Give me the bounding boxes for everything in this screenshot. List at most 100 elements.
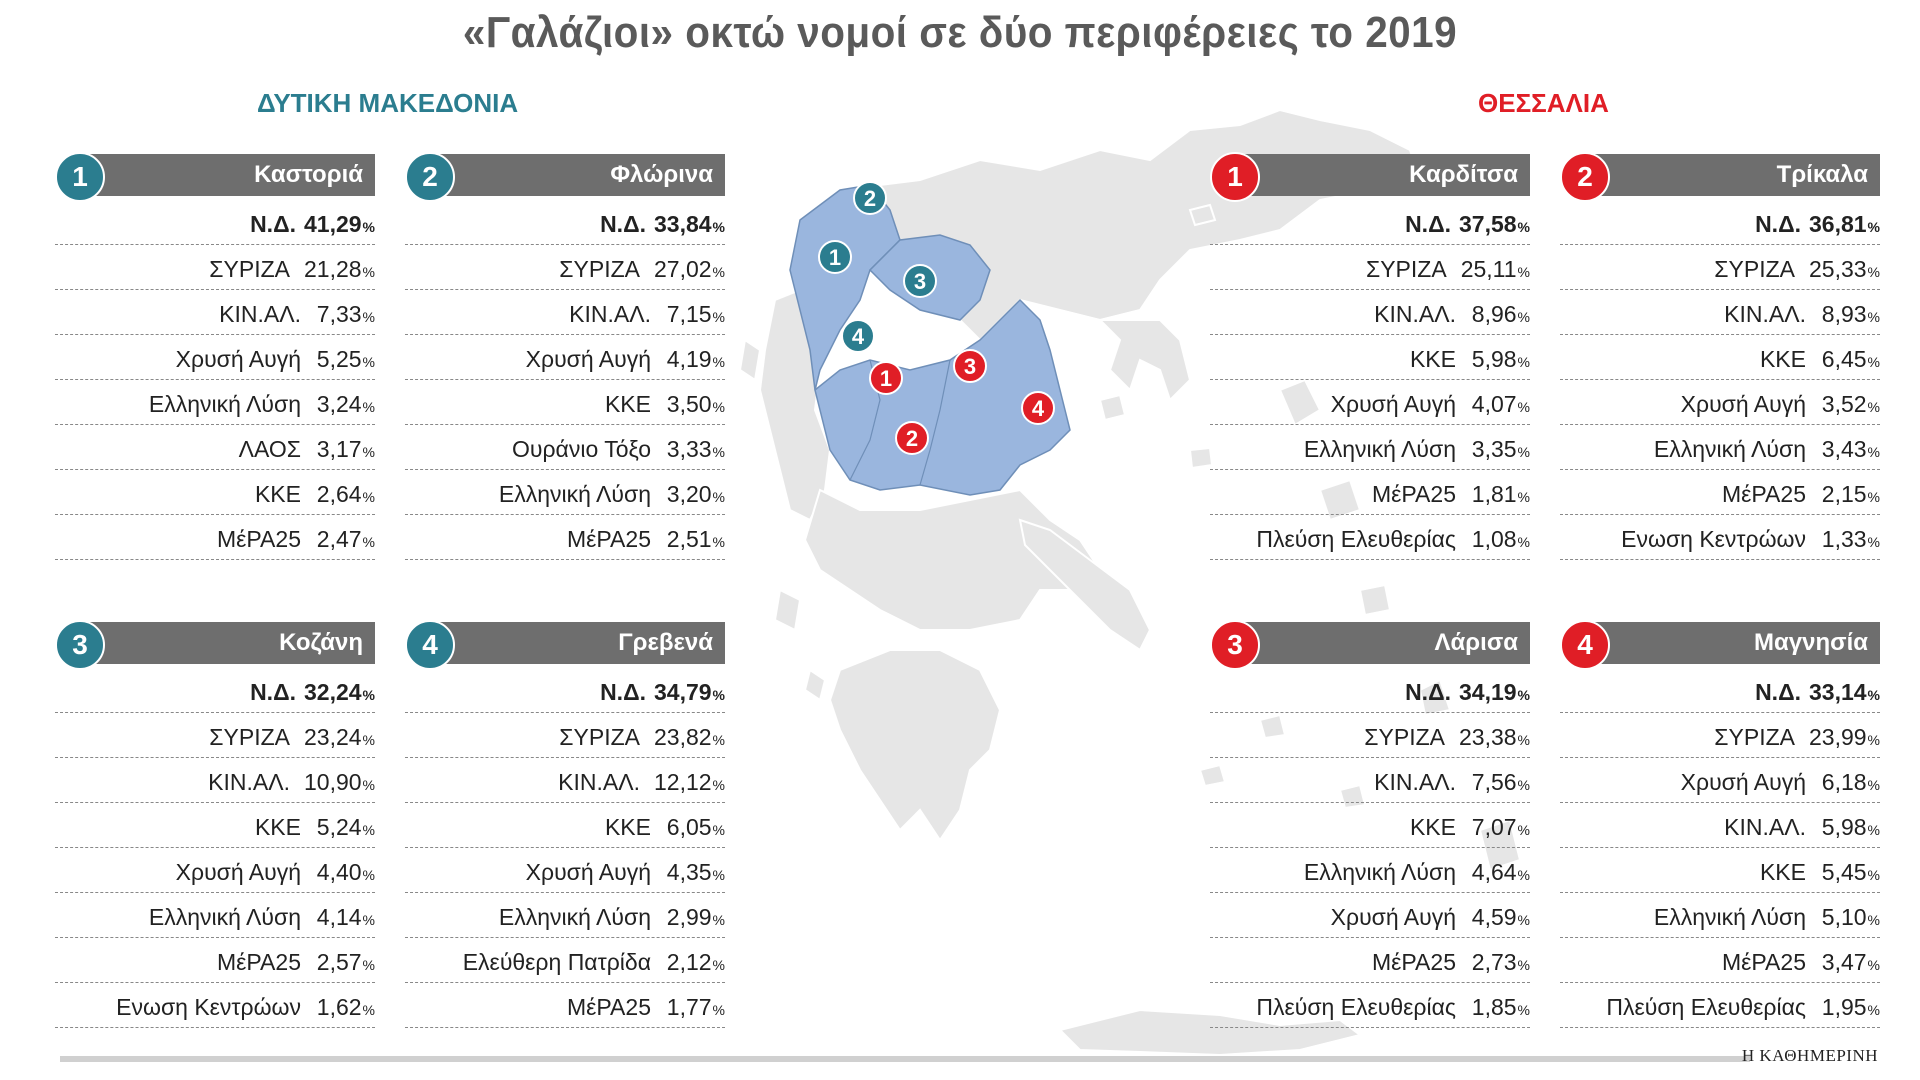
map-marker-west-4: 4 bbox=[841, 319, 875, 353]
vote-share-value: 36,81 bbox=[1808, 211, 1867, 237]
vote-share: 2,73% bbox=[1470, 949, 1530, 976]
percent-sign: % bbox=[362, 219, 375, 235]
ionian-islands-land bbox=[773, 588, 827, 702]
party-name: ΛΑΟΣ bbox=[238, 436, 301, 462]
party-name: Πλεύση Ελευθερίας bbox=[1256, 526, 1456, 552]
vote-share: 23,99% bbox=[1809, 724, 1880, 751]
percent-sign: % bbox=[362, 867, 375, 883]
vote-share-value: 23,99 bbox=[1808, 724, 1867, 750]
party-name: Ν.Δ. bbox=[1405, 211, 1451, 237]
vote-share: 4,35% bbox=[665, 859, 725, 886]
party-name: Ελληνική Λύση bbox=[1653, 904, 1806, 930]
vote-share-value: 3,24 bbox=[316, 391, 362, 417]
prefecture-header: 2 Τρίκαλα bbox=[1560, 148, 1880, 202]
vote-share: 1,95% bbox=[1820, 994, 1880, 1021]
vote-share-value: 33,14 bbox=[1808, 679, 1867, 705]
vote-share-value: 1,95 bbox=[1821, 994, 1867, 1020]
vote-share-value: 3,52 bbox=[1821, 391, 1867, 417]
prefecture-header: 4 Μαγνησία bbox=[1560, 616, 1880, 670]
percent-sign: % bbox=[712, 534, 725, 550]
result-row: ΚΙΝ.ΑΛ. 10,90% bbox=[55, 758, 375, 803]
vote-share-value: 6,45 bbox=[1821, 346, 1867, 372]
vote-share: 2,15% bbox=[1820, 481, 1880, 508]
result-row: Ν.Δ. 36,81% bbox=[1560, 200, 1880, 245]
percent-sign: % bbox=[1517, 777, 1530, 793]
prefecture-table-east-2: 2 Τρίκαλα Ν.Δ. 36,81% ΣΥΡΙΖΑ 25,33% ΚΙΝ.ΑΛ. 8,9… bbox=[1560, 148, 1880, 560]
percent-sign: % bbox=[1867, 957, 1880, 973]
map-marker-thessaly-2: 2 bbox=[895, 421, 929, 455]
party-name: ΣΥΡΙΖΑ bbox=[559, 724, 640, 750]
vote-share: 2,57% bbox=[315, 949, 375, 976]
prefecture-header: 1 Καστοριά bbox=[55, 148, 375, 202]
result-row: Χρυσή Αυγή 4,19% bbox=[405, 335, 725, 380]
map-marker-west-1: 1 bbox=[818, 240, 852, 274]
party-name: Ν.Δ. bbox=[250, 679, 296, 705]
vote-share: 1,33% bbox=[1820, 526, 1880, 553]
prefecture-table-west-1: 1 Καστοριά Ν.Δ. 41,29% ΣΥΡΙΖΑ 21,28% ΚΙΝ.ΑΛ. 7,… bbox=[55, 148, 375, 560]
vote-share-value: 4,59 bbox=[1471, 904, 1517, 930]
prefecture-table-west-3: 3 Κοζάνη Ν.Δ. 32,24% ΣΥΡΙΖΑ 23,24% ΚΙΝ.ΑΛ. 10,9… bbox=[55, 616, 375, 1028]
party-name: Χρυσή Αυγή bbox=[525, 346, 651, 372]
prefecture-table-west-4: 4 Γρεβενά Ν.Δ. 34,79% ΣΥΡΙΖΑ 23,82% ΚΙΝ.ΑΛ. 12,… bbox=[405, 616, 725, 1028]
prefecture-header: 3 Λάρισα bbox=[1210, 616, 1530, 670]
vote-share-value: 2,99 bbox=[666, 904, 712, 930]
party-name: ΜέΡΑ25 bbox=[1722, 949, 1806, 975]
svg-text:1: 1 bbox=[880, 366, 892, 391]
vote-share: 33,14% bbox=[1809, 679, 1880, 706]
party-name: ΚΙΝ.ΑΛ. bbox=[208, 769, 290, 795]
party-name: ΣΥΡΙΖΑ bbox=[559, 256, 640, 282]
result-row: ΚΚΕ 5,24% bbox=[55, 803, 375, 848]
percent-sign: % bbox=[712, 354, 725, 370]
party-name: ΜέΡΑ25 bbox=[567, 526, 651, 552]
prefecture-table-east-4: 4 Μαγνησία Ν.Δ. 33,14% ΣΥΡΙΖΑ 23,99% Χρυσή Αυγ… bbox=[1560, 616, 1880, 1028]
vote-share: 4,14% bbox=[315, 904, 375, 931]
percent-sign: % bbox=[1867, 822, 1880, 838]
result-row: ΣΥΡΙΖΑ 25,11% bbox=[1210, 245, 1530, 290]
result-row: ΣΥΡΙΖΑ 21,28% bbox=[55, 245, 375, 290]
percent-sign: % bbox=[712, 687, 725, 703]
percent-sign: % bbox=[712, 309, 725, 325]
party-name: Ενωση Κεντρώων bbox=[1621, 526, 1806, 552]
vote-share-value: 4,19 bbox=[666, 346, 712, 372]
result-row: Ελληνική Λύση 3,43% bbox=[1560, 425, 1880, 470]
percent-sign: % bbox=[362, 444, 375, 460]
vote-share: 8,93% bbox=[1820, 301, 1880, 328]
prefecture-header: 2 Φλώρινα bbox=[405, 148, 725, 202]
party-name: ΚΙΝ.ΑΛ. bbox=[558, 769, 640, 795]
party-name: ΚΙΝ.ΑΛ. bbox=[1374, 769, 1456, 795]
party-name: Χρυσή Αυγή bbox=[1330, 391, 1456, 417]
vote-share-value: 7,15 bbox=[666, 301, 712, 327]
vote-share: 4,64% bbox=[1470, 859, 1530, 886]
evia-land bbox=[1018, 518, 1152, 652]
vote-share-value: 23,82 bbox=[653, 724, 712, 750]
vote-share: 3,33% bbox=[665, 436, 725, 463]
percent-sign: % bbox=[1867, 867, 1880, 883]
result-row: Ν.Δ. 34,19% bbox=[1210, 668, 1530, 713]
party-name: Χρυσή Αυγή bbox=[1680, 391, 1806, 417]
vote-share-value: 5,24 bbox=[316, 814, 362, 840]
result-row: Χρυσή Αυγή 4,35% bbox=[405, 848, 725, 893]
percent-sign: % bbox=[362, 534, 375, 550]
result-row: ΜέΡΑ25 2,15% bbox=[1560, 470, 1880, 515]
vote-share: 2,99% bbox=[665, 904, 725, 931]
result-row: ΣΥΡΙΖΑ 23,24% bbox=[55, 713, 375, 758]
vote-share: 27,02% bbox=[654, 256, 725, 283]
region-label-west-macedonia: ΔΥΤΙΚΗ ΜΑΚΕΔΟΝΙΑ bbox=[257, 88, 519, 118]
percent-sign: % bbox=[712, 867, 725, 883]
vote-share-value: 23,38 bbox=[1458, 724, 1517, 750]
vote-share-value: 4,14 bbox=[316, 904, 362, 930]
result-row: ΜέΡΑ25 2,57% bbox=[55, 938, 375, 983]
result-row: Χρυσή Αυγή 4,59% bbox=[1210, 893, 1530, 938]
party-name: ΚΚΕ bbox=[1409, 814, 1456, 840]
party-name: ΚΚΕ bbox=[1759, 346, 1806, 372]
map-marker-thessaly-1: 1 bbox=[869, 361, 903, 395]
vote-share: 25,11% bbox=[1461, 256, 1530, 283]
vote-share-value: 7,07 bbox=[1471, 814, 1517, 840]
page-title: «Γαλάζιοι» οκτώ νομοί σε δύο περιφέρειες… bbox=[462, 8, 1458, 57]
vote-share-value: 27,02 bbox=[653, 256, 712, 282]
result-row: Χρυσή Αυγή 3,52% bbox=[1560, 380, 1880, 425]
vote-share-value: 4,35 bbox=[666, 859, 712, 885]
peloponnese-land bbox=[828, 649, 1002, 842]
result-row: ΚΚΕ 5,98% bbox=[1210, 335, 1530, 380]
vote-share: 37,58% bbox=[1459, 211, 1530, 238]
